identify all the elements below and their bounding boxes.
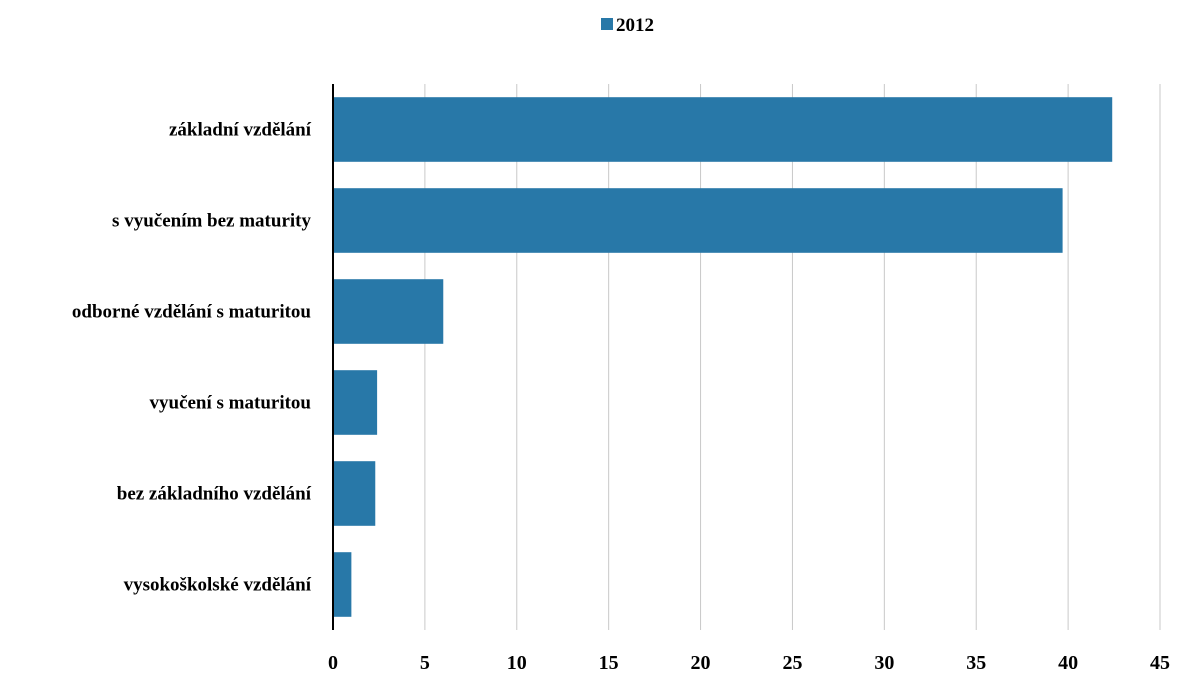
legend-swatch	[601, 18, 613, 30]
x-tick-label-20: 20	[691, 652, 711, 673]
category-labels: základní vzdělání s vyučením bez maturity…	[72, 120, 312, 596]
x-tick-label-35: 35	[966, 652, 986, 673]
x-tick-label-40: 40	[1058, 652, 1078, 673]
legend: 2012	[601, 15, 654, 36]
bar-3	[333, 370, 378, 435]
gridlines	[424, 84, 1161, 630]
x-tick-label-45: 45	[1150, 652, 1170, 673]
category-label-4: bez základního vzdělání	[117, 484, 312, 505]
x-tick-label-15: 15	[599, 652, 619, 673]
bar-4	[333, 461, 376, 526]
category-label-1: s vyučením bez maturity	[112, 211, 311, 232]
x-tick-label-10: 10	[507, 652, 527, 673]
legend-label: 2012	[616, 15, 654, 36]
bar-2	[333, 279, 444, 344]
category-label-2: odborné vzdělání s maturitou	[72, 302, 312, 323]
x-axis-ticks: 0 5 10 15 20 25 30 35 40 45	[328, 652, 1170, 673]
x-tick-label-5: 5	[420, 652, 430, 673]
category-label-3: vyučení s maturitou	[150, 393, 312, 414]
category-label-0: základní vzdělání	[169, 120, 312, 141]
bar-1	[333, 188, 1063, 253]
bar-5	[333, 552, 352, 617]
bars	[333, 97, 1113, 617]
x-tick-label-30: 30	[874, 652, 894, 673]
x-tick-label-25: 25	[782, 652, 802, 673]
category-label-5: vysokoškolské vzdělání	[124, 575, 312, 596]
bar-0	[333, 97, 1113, 162]
x-tick-label-0: 0	[328, 652, 338, 673]
